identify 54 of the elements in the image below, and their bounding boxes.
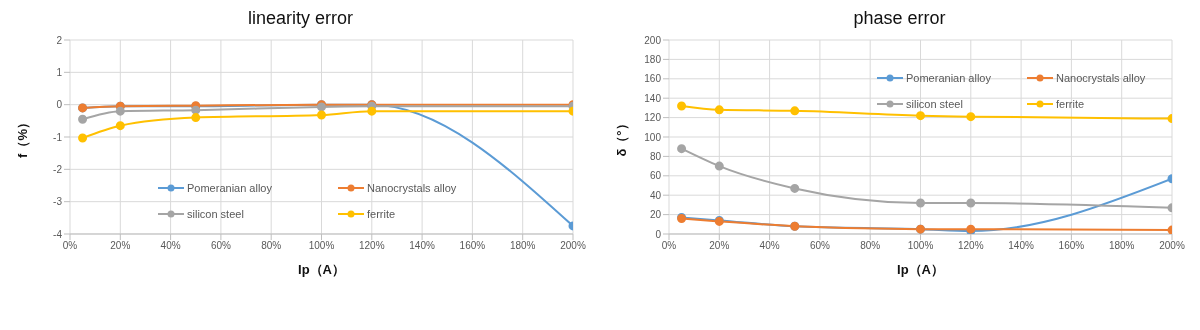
x-axis-title: Ip（A） [298, 262, 345, 277]
legend-label: silicon steel [906, 98, 963, 110]
x-tick-label: 200% [560, 240, 586, 252]
legend-label: Nanocrystals alloy [1056, 72, 1146, 84]
x-tick-label: 100% [907, 240, 934, 252]
y-tick-label: 160 [644, 73, 662, 85]
x-axis-title: Ip（A） [897, 262, 944, 277]
y-tick-label: 120 [644, 112, 662, 124]
x-tick-label: 160% [1058, 240, 1085, 252]
x-tick-label: 60% [809, 240, 831, 252]
chart-title: phase error [852, 8, 947, 30]
chart-title: linearity error [247, 8, 354, 30]
x-tick-label: 120% [359, 240, 385, 252]
legend-label: ferrite [367, 208, 396, 220]
x-tick-label: 20% [709, 240, 730, 252]
y-tick-label: -2 [53, 163, 63, 175]
y-tick-label: 0 [655, 228, 662, 240]
y-tick-label: -1 [53, 131, 63, 143]
x-tick-label: 0% [661, 240, 677, 252]
x-tick-label: 140% [1008, 240, 1034, 252]
y-tick-label: -3 [53, 196, 63, 208]
y-tick-label: 80 [649, 150, 662, 162]
x-tick-label: 120% [958, 240, 984, 252]
y-tick-label: 180 [644, 53, 662, 65]
x-tick-label: 0% [62, 240, 78, 252]
y-axis-title: δ（°） [613, 117, 629, 157]
x-tick-label: 60% [210, 240, 232, 252]
y-tick-label: 60 [649, 170, 662, 182]
y-tick-label: 140 [644, 92, 662, 104]
x-tick-label: 160% [459, 240, 486, 252]
legend-label: Pomeranian alloy [906, 72, 991, 84]
x-tick-label: 20% [110, 240, 131, 252]
y-tick-label: 200 [644, 34, 662, 46]
y-tick-label: 20 [649, 209, 662, 221]
y-tick-label: 0 [56, 99, 63, 111]
x-tick-label: 100% [308, 240, 335, 252]
x-tick-label: 80% [860, 240, 881, 252]
legend-label: Nanocrystals alloy [367, 182, 457, 194]
y-tick-label: 1 [56, 66, 63, 78]
x-tick-label: 140% [409, 240, 435, 252]
legend-label: ferrite [1056, 98, 1085, 110]
y-axis-title: f（%） [14, 116, 30, 158]
x-tick-label: 200% [1159, 240, 1185, 252]
y-tick-label: -4 [53, 228, 63, 240]
x-tick-label: 80% [261, 240, 282, 252]
y-tick-label: 2 [56, 34, 63, 46]
legend-label: silicon steel [187, 208, 244, 220]
y-tick-label: 40 [649, 189, 662, 201]
x-tick-label: 180% [509, 240, 536, 252]
legend-label: Pomeranian alloy [187, 182, 272, 194]
x-tick-label: 180% [1108, 240, 1135, 252]
x-tick-label: 40% [160, 240, 181, 252]
y-tick-label: 100 [644, 131, 662, 143]
x-tick-label: 40% [759, 240, 780, 252]
